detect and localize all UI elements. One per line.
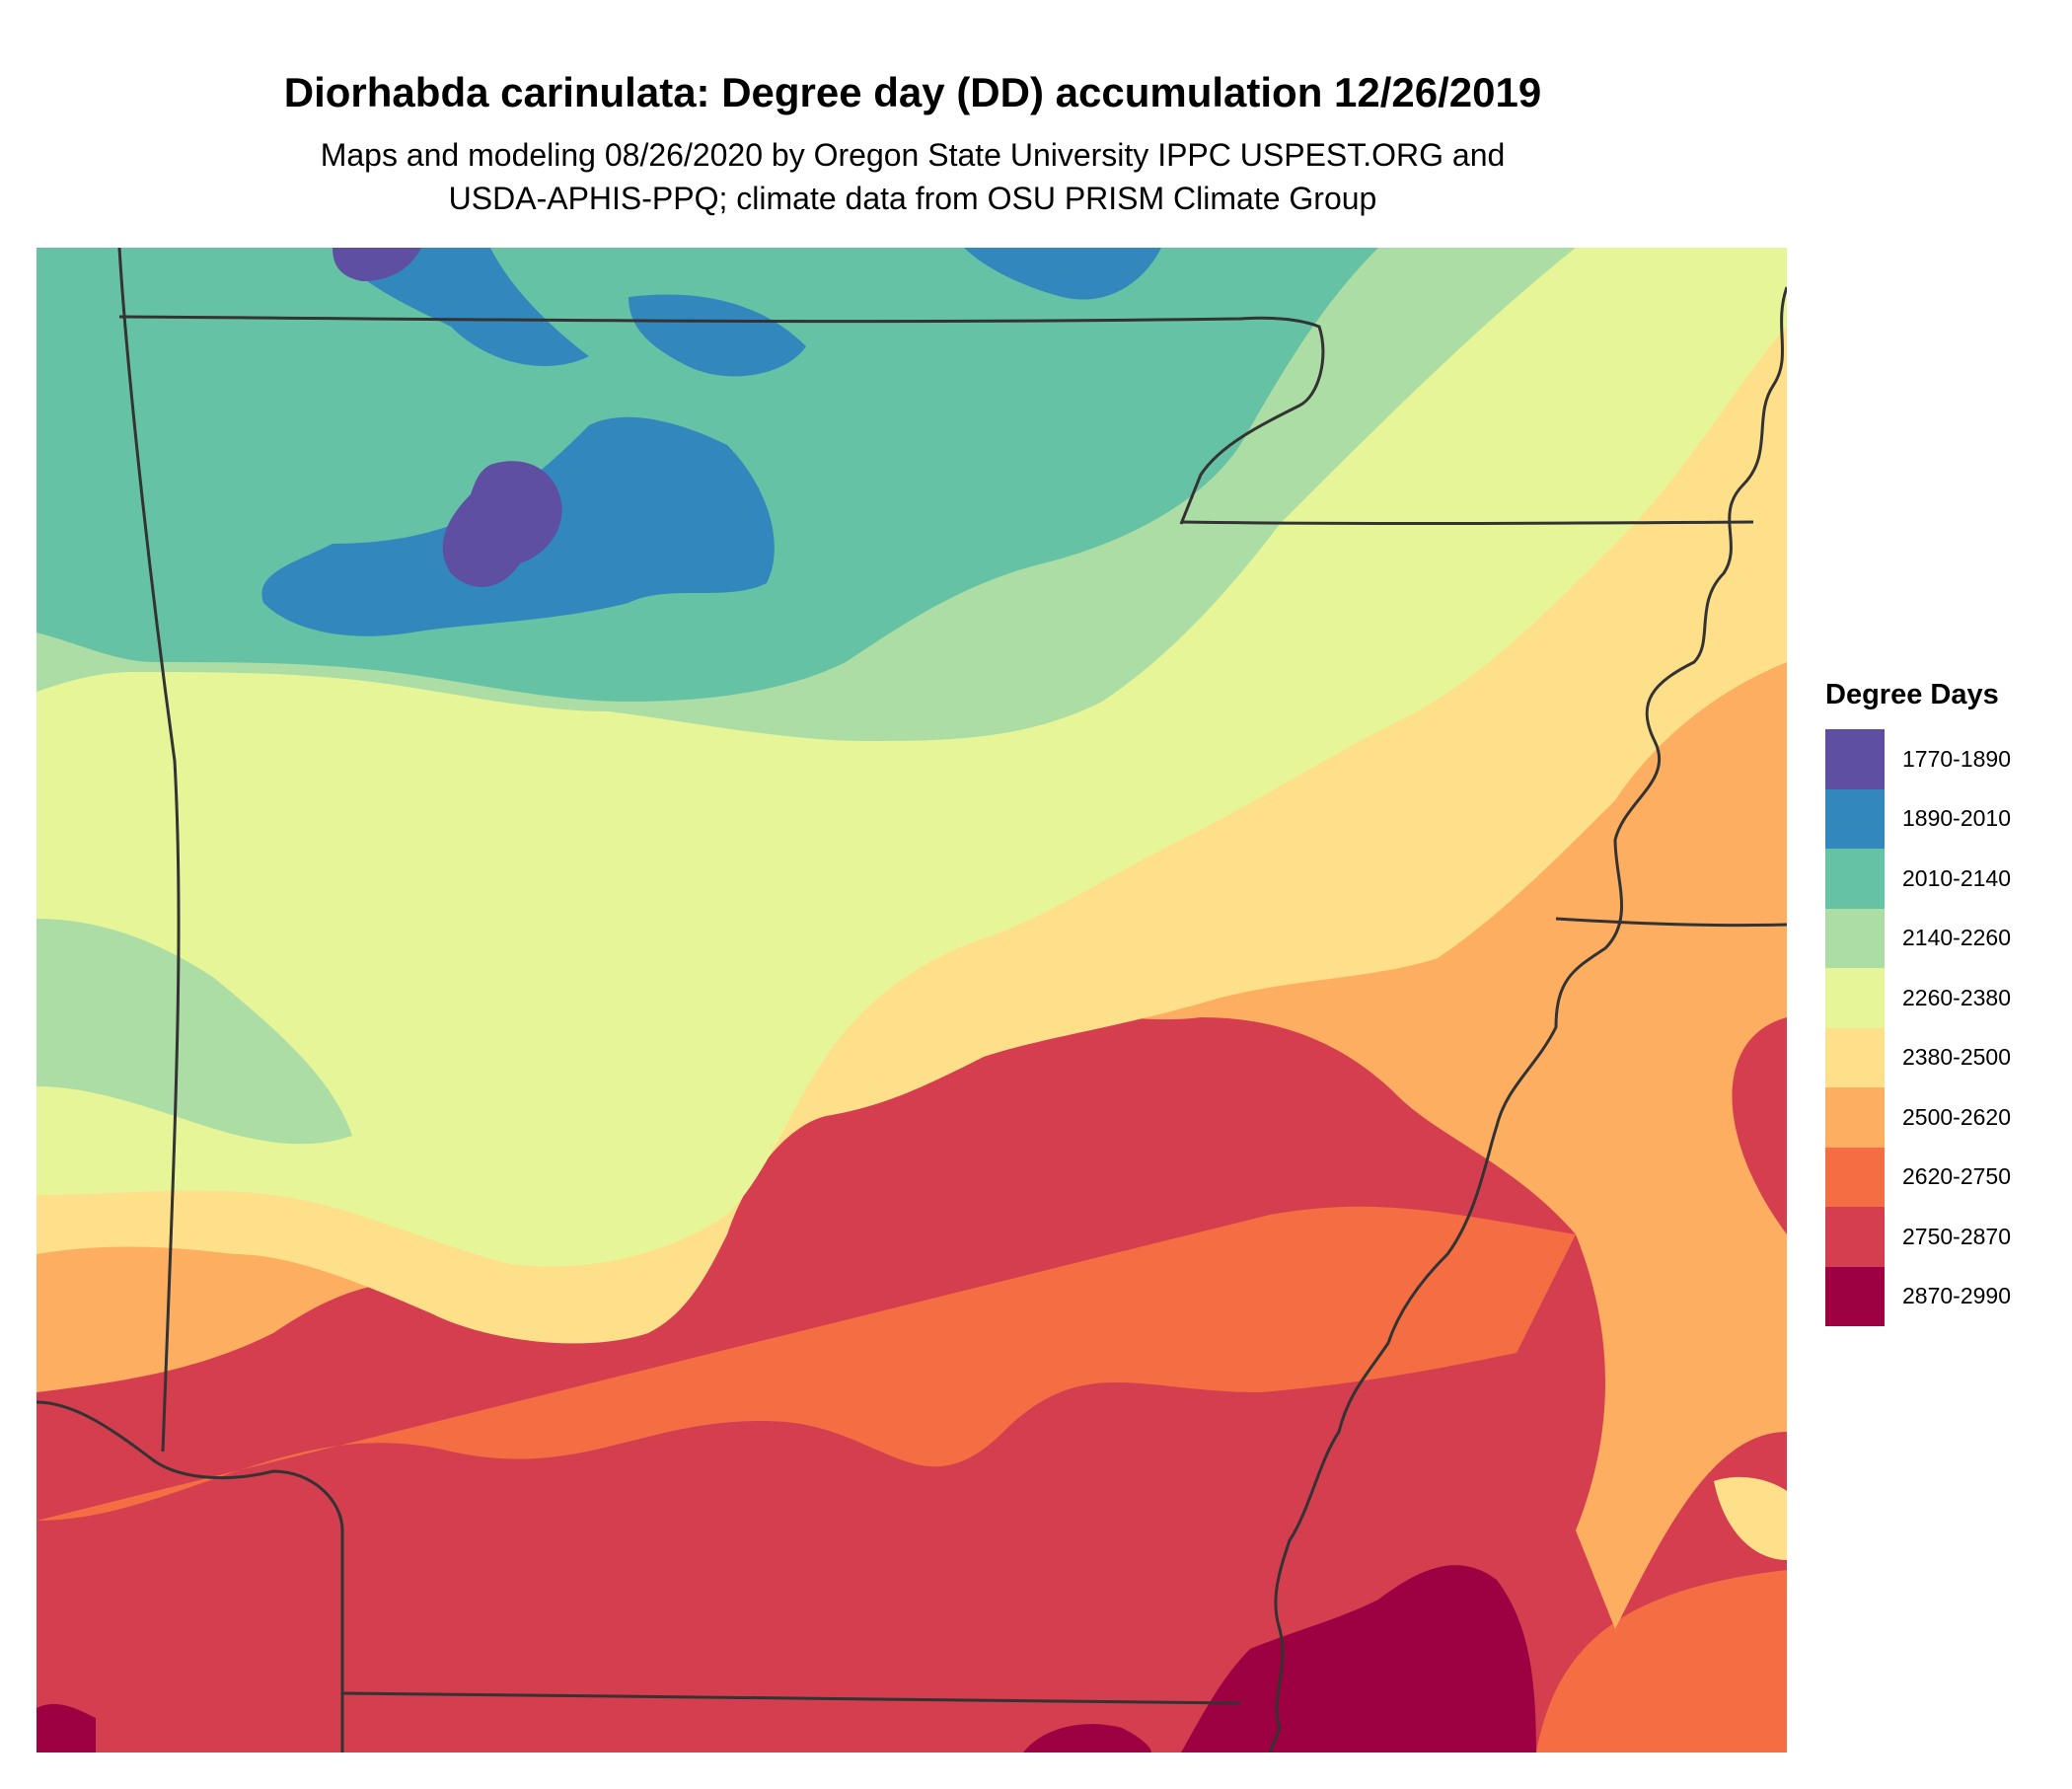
legend-label: 2140-2260 <box>1902 925 2011 951</box>
legend-item: 2010-2140 <box>1825 849 2062 909</box>
legend-label: 2380-2500 <box>1902 1044 2011 1071</box>
legend-label: 2870-2990 <box>1902 1283 2011 1309</box>
zone-2380-2500-east-patch <box>1714 1476 1787 1560</box>
legend-swatch <box>1825 1087 1885 1148</box>
map-title: Diorhabda carinulata: Degree day (DD) ac… <box>283 69 1542 115</box>
legend-item: 1890-2010 <box>1825 788 2062 849</box>
legend-swatch <box>1825 1207 1885 1267</box>
southern-boundary-line <box>37 1400 344 1752</box>
legend-swatch <box>1825 729 1885 789</box>
map-zones <box>37 248 1787 1752</box>
state-boundaries <box>37 248 1787 1752</box>
legend-label: 2260-2380 <box>1902 984 2011 1010</box>
mississippi-line <box>1555 917 1787 928</box>
legend-swatch <box>1825 1027 1885 1087</box>
legend-label: 2750-2870 <box>1902 1223 2011 1249</box>
legend-label: 2010-2140 <box>1902 864 2011 891</box>
zone-2620-2750 <box>37 248 1787 1752</box>
legend-swatch <box>1825 849 1885 909</box>
legend-label: 1890-2010 <box>1902 805 2011 832</box>
legend-item: 2870-2990 <box>1825 1266 2062 1326</box>
tennessee-line <box>1180 520 1754 525</box>
legend-items: 1770-1890 1890-2010 2010-2140 2140-2260 2260… <box>1825 729 2062 1326</box>
legend-item: 2500-2620 <box>1825 1087 2062 1148</box>
legend-item: 2380-2500 <box>1825 1027 2062 1087</box>
legend-label: 1770-1890 <box>1902 745 2011 772</box>
legend-item: 1770-1890 <box>1825 729 2062 789</box>
zone-1770-1890 <box>333 248 562 587</box>
map-canvas <box>37 248 1787 1752</box>
legend-item: 2620-2750 <box>1825 1147 2062 1207</box>
legend: Degree Days 1770-1890 1890-2010 2010-2140 2… <box>1825 679 2062 1326</box>
degree-day-map <box>37 248 1787 1752</box>
zone-2870-2990 <box>37 1565 1536 1752</box>
legend-item: 2140-2260 <box>1825 908 2062 968</box>
legend-swatch <box>1825 908 1885 968</box>
legend-swatch <box>1825 1147 1885 1207</box>
arkansas-louisiana-line <box>341 1691 1241 1705</box>
mississippi-river-line <box>1268 286 1787 1752</box>
legend-title: Degree Days <box>1825 679 1999 710</box>
legend-swatch <box>1825 788 1885 849</box>
legend-item: 2260-2380 <box>1825 968 2062 1028</box>
legend-swatch <box>1825 968 1885 1028</box>
legend-item: 2750-2870 <box>1825 1207 2062 1267</box>
subtitle-line-2: USDA-APHIS-PPQ; climate data from OSU PR… <box>448 181 1377 216</box>
map-subtitle: Maps and modeling 08/26/2020 by Oregon S… <box>0 133 1825 220</box>
legend-label: 2500-2620 <box>1902 1103 2011 1130</box>
northern-boundary-line <box>118 315 1325 525</box>
subtitle-line-1: Maps and modeling 08/26/2020 by Oregon S… <box>320 137 1506 173</box>
legend-label: 2620-2750 <box>1902 1163 2011 1190</box>
western-boundary-line <box>117 248 181 1453</box>
legend-swatch <box>1825 1266 1885 1326</box>
